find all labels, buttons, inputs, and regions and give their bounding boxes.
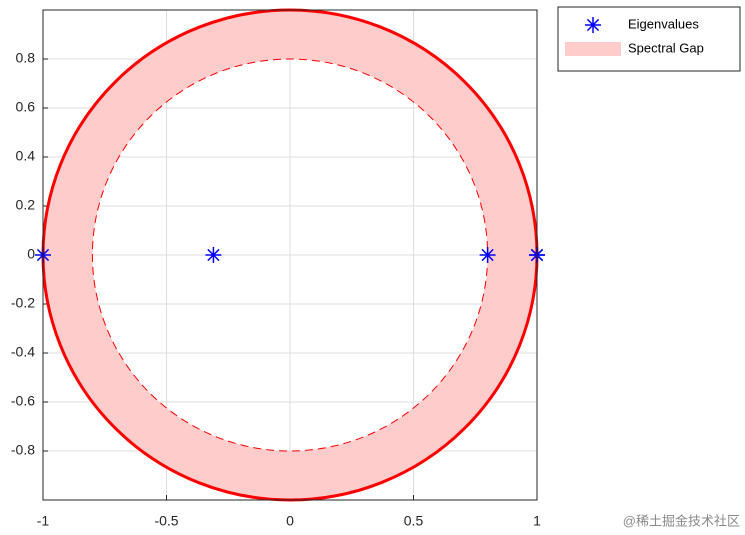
y-tick-label: 0.8 xyxy=(16,50,36,66)
legend-label: Eigenvalues xyxy=(628,16,699,31)
y-tick-label: -0.4 xyxy=(11,344,35,360)
watermark: @稀土掘金技术社区 xyxy=(623,513,740,528)
legend-label: Spectral Gap xyxy=(628,40,704,55)
y-tick-label: 0 xyxy=(27,246,35,262)
y-tick-label: 0.6 xyxy=(16,99,36,115)
legend-box xyxy=(557,6,741,72)
x-tick-label: 0 xyxy=(286,513,294,529)
axes-box xyxy=(42,9,538,501)
eigenvalue-marker xyxy=(205,247,222,263)
y-tick-label: -0.2 xyxy=(11,295,35,311)
legend-swatch xyxy=(565,42,621,56)
eigenvalue-marker xyxy=(479,247,496,263)
y-tick-label: 0.2 xyxy=(16,197,36,213)
x-tick-label: 1 xyxy=(533,513,541,529)
x-tick-label: -0.5 xyxy=(154,513,178,529)
x-tick-label: -1 xyxy=(37,513,50,529)
y-tick-label: 0.4 xyxy=(16,148,36,164)
legend-marker xyxy=(585,17,601,33)
x-tick-label: 0.5 xyxy=(404,513,424,529)
y-tick-label: -0.8 xyxy=(11,442,35,458)
y-tick-label: -0.6 xyxy=(11,393,35,409)
